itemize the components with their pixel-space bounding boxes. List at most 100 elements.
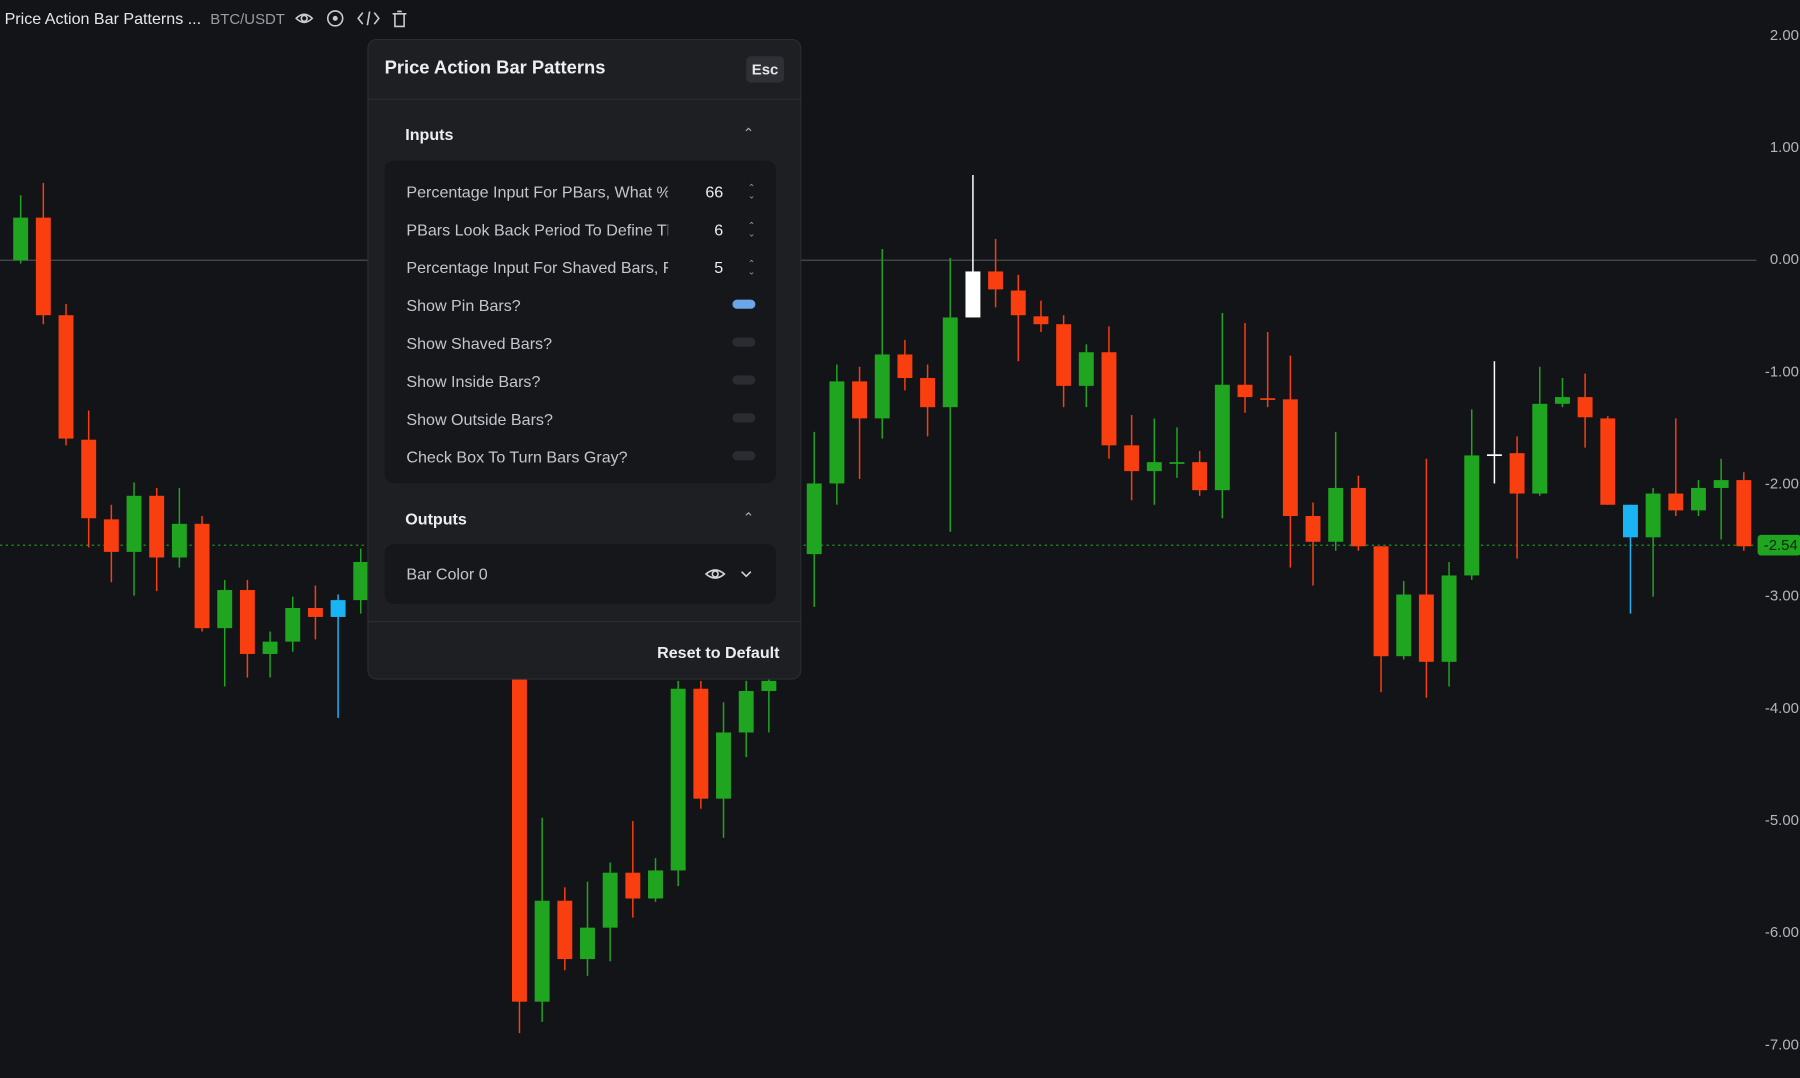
stepper[interactable]: ⌃ ⌄: [747, 182, 756, 201]
candle-body: [1169, 462, 1185, 464]
y-tick-label: -5.00: [1765, 812, 1799, 829]
candle-body: [1101, 352, 1117, 446]
input-row: Percentage Input For PBars, What % 66 ⌃ ⌄: [406, 180, 755, 203]
input-label: Percentage Input For Shaved Bars, F: [406, 258, 669, 277]
toggle-switch[interactable]: [732, 299, 756, 309]
candle-body: [1418, 594, 1434, 662]
toggle-label: Show Shaved Bars?: [406, 334, 553, 353]
candle-body: [1305, 515, 1321, 542]
candle-body: [1577, 397, 1593, 418]
input-row: PBars Look Back Period To Define Th 6 ⌃ ⌄: [406, 218, 755, 241]
collapse-icon[interactable]: ⌃: [742, 509, 755, 526]
candle-body: [35, 217, 51, 316]
section-header[interactable]: Inputs: [405, 125, 454, 144]
output-label: Bar Color 0: [406, 564, 488, 584]
input-label: PBars Look Back Period To Define Th: [406, 220, 669, 239]
candle-body: [262, 641, 278, 654]
candle-body: [171, 523, 187, 558]
legend-icons[interactable]: [294, 8, 409, 29]
symbol: BTC/USDT: [210, 9, 285, 27]
output-row: Bar Color 0: [406, 563, 755, 586]
toggle-switch[interactable]: [732, 451, 756, 461]
candle-body: [13, 217, 29, 261]
toggle-row: Show Pin Bars?: [406, 294, 756, 317]
candle-body: [103, 519, 119, 552]
candle-body: [988, 271, 1004, 290]
input-value[interactable]: 5: [714, 258, 724, 277]
candle-body: [1146, 462, 1162, 472]
input-label: Percentage Input For PBars, What %: [406, 182, 669, 201]
close-button[interactable]: Esc: [746, 56, 785, 83]
candle-body: [1464, 455, 1480, 576]
candle-body: [285, 607, 301, 642]
eye-chevron[interactable]: [704, 565, 756, 583]
candle-body: [1691, 487, 1706, 511]
y-tick-label: -6.00: [1765, 924, 1799, 941]
y-tick-label: -4.00: [1765, 700, 1799, 717]
inputs-box: Percentage Input For PBars, What % 66 ⌃ ⌄ PB…: [384, 160, 777, 484]
stepper[interactable]: ⌃ ⌄: [747, 258, 756, 277]
candle-body: [217, 590, 233, 629]
toggle-label: Show Inside Bars?: [406, 371, 541, 391]
candle-body: [330, 600, 346, 617]
candle-body: [307, 607, 323, 617]
candle-body: [965, 271, 981, 318]
candle-body: [1668, 493, 1684, 511]
candle-body: [1441, 575, 1457, 662]
collapse-icon[interactable]: ⌃: [742, 125, 755, 142]
toggle-switch[interactable]: [732, 337, 756, 347]
toggle-switch[interactable]: [732, 375, 756, 385]
candle-body: [829, 381, 845, 484]
stepper[interactable]: ⌃ ⌄: [747, 220, 756, 239]
candle-body: [1373, 546, 1389, 657]
candle-body: [1645, 493, 1661, 538]
candle-body: [1214, 384, 1230, 491]
candle-body: [1282, 399, 1298, 516]
candle-body: [806, 483, 822, 555]
candle-body: [852, 381, 868, 419]
candle-body: [648, 870, 663, 899]
y-tick-label: 2.00: [1770, 27, 1799, 44]
y-tick-label: 0.00: [1770, 251, 1799, 268]
candle-body: [625, 872, 641, 899]
input-value[interactable]: 6: [714, 220, 724, 239]
candle-body: [1713, 480, 1729, 488]
candle-body: [353, 561, 369, 601]
candle-body: [1600, 418, 1616, 505]
reset-button[interactable]: Reset to Default: [657, 642, 780, 662]
toggle-row: Show Inside Bars?: [406, 370, 756, 393]
input-value[interactable]: 66: [705, 182, 724, 201]
y-tick-label: -2.00: [1765, 476, 1799, 493]
candle-body: [81, 439, 97, 519]
last-price-tag: [1757, 534, 1800, 556]
toggle-switch[interactable]: [732, 413, 756, 423]
input-row: Percentage Input For Shaved Bars, F 5 ⌃ ⌄: [406, 256, 755, 279]
toggle-row: Show Outside Bars?: [406, 408, 756, 431]
candle-body: [1192, 462, 1208, 491]
candle-body: [716, 732, 731, 799]
outputs-box: Bar Color 0: [384, 544, 777, 604]
divider: [368, 621, 801, 623]
candle-body: [1554, 397, 1570, 404]
candle-body: [920, 378, 936, 408]
toggle-label: Show Outside Bars?: [406, 409, 553, 429]
candle-body: [58, 315, 74, 439]
candle-body: [1350, 487, 1366, 547]
toggle-row: Check Box To Turn Bars Gray?: [406, 445, 756, 468]
candle-body: [1509, 453, 1525, 494]
output-icons[interactable]: [704, 565, 756, 587]
candle-body: [1260, 398, 1276, 400]
toggle-label: Check Box To Turn Bars Gray?: [406, 447, 628, 467]
candle-body: [874, 354, 890, 419]
indicator-title[interactable]: Price Action Bar Patterns ...: [4, 9, 202, 28]
indicator-legend: Price Action Bar Patterns ... BTC/USDT: [0, 4, 414, 33]
candle-body: [580, 927, 595, 960]
y-tick-label: -1.00: [1765, 363, 1799, 380]
y-tick-label: 1.00: [1770, 139, 1799, 156]
candle-body: [1237, 384, 1253, 398]
section-header[interactable]: Outputs: [405, 509, 467, 529]
candle-body: [670, 688, 686, 871]
candle-body: [1396, 594, 1412, 657]
settings-dialog: Price Action Bar Patterns Esc Inputs ⌃ P…: [367, 39, 802, 680]
